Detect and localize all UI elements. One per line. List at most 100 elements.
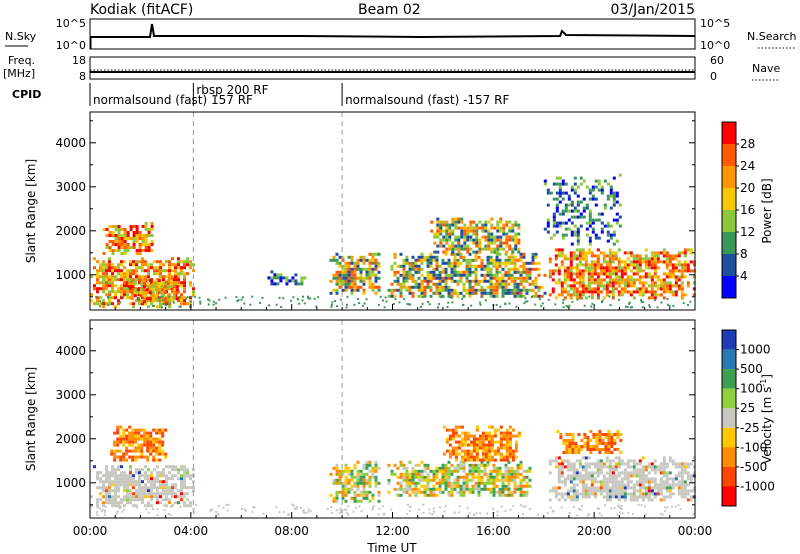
range-cell — [141, 240, 145, 243]
range-cell — [384, 296, 387, 299]
range-cell — [593, 477, 597, 481]
range-cell — [261, 296, 264, 299]
range-cell — [345, 306, 348, 309]
range-cell — [144, 474, 147, 478]
range-cell — [111, 498, 114, 502]
range-cell — [335, 463, 339, 467]
range-cell — [435, 288, 439, 292]
range-cell — [487, 443, 491, 447]
range-cell — [549, 506, 552, 509]
range-cell — [133, 288, 137, 292]
range-cell — [692, 456, 696, 460]
range-cell — [629, 306, 632, 309]
range-cell — [177, 471, 180, 475]
range-cell — [570, 200, 574, 204]
range-cell — [335, 273, 339, 277]
range-cell — [156, 299, 159, 303]
range-cell — [117, 278, 120, 282]
range-cell — [609, 194, 613, 198]
range-cell — [554, 269, 558, 273]
range-cell — [408, 264, 412, 268]
range-cell — [575, 459, 579, 463]
range-cell — [113, 455, 117, 459]
range-cell — [565, 439, 569, 442]
range-cell — [581, 254, 585, 258]
range-cell — [543, 291, 547, 295]
range-cell — [653, 480, 657, 484]
range-cell — [516, 285, 520, 289]
range-cell — [513, 294, 517, 298]
range-cell — [577, 451, 581, 454]
range-cell — [356, 472, 360, 476]
range-cell — [390, 282, 394, 286]
range-cell — [528, 469, 532, 473]
range-cell — [135, 489, 138, 493]
range-cell — [489, 481, 493, 485]
range-cell — [484, 455, 488, 459]
range-cell — [602, 278, 606, 282]
range-cell — [189, 284, 192, 288]
range-cell — [596, 459, 600, 463]
range-cell — [653, 483, 657, 487]
range-cell — [460, 443, 464, 447]
range-cell — [402, 285, 406, 289]
range-cell — [572, 462, 576, 466]
range-cell — [662, 483, 666, 487]
range-cell — [617, 293, 621, 297]
range-cell — [134, 440, 138, 444]
range-cell — [477, 279, 481, 283]
range-cell — [574, 451, 578, 454]
range-cell — [462, 255, 466, 259]
range-cell — [365, 478, 369, 482]
range-cell — [537, 267, 541, 271]
range-cell — [644, 260, 648, 264]
range-cell — [525, 490, 529, 494]
range-cell — [492, 463, 496, 467]
range-cell — [584, 483, 588, 487]
range-cell — [659, 492, 663, 496]
range-cell — [566, 465, 570, 469]
range-cell — [632, 492, 636, 496]
range-cell — [615, 239, 619, 243]
range-cell — [267, 276, 271, 280]
nsky-trace — [90, 23, 696, 39]
range-cell — [368, 481, 372, 485]
range-cell — [131, 443, 135, 447]
range-cell — [451, 229, 455, 233]
range-cell — [114, 240, 118, 243]
range-cell — [456, 270, 460, 274]
range-cell — [638, 257, 642, 261]
range-cell — [683, 492, 687, 496]
range-cell — [499, 452, 503, 456]
range-cell — [396, 487, 400, 491]
range-cell — [371, 508, 374, 511]
range-cell — [514, 232, 518, 236]
range-cell — [626, 266, 630, 270]
range-cell — [560, 492, 564, 496]
range-cell — [502, 434, 506, 438]
range-cell — [502, 229, 506, 233]
range-cell — [146, 434, 150, 438]
range-cell — [192, 263, 195, 267]
range-cell — [171, 477, 174, 481]
range-cell — [149, 437, 153, 441]
range-cell — [448, 247, 452, 251]
range-cell — [249, 303, 252, 306]
range-cell — [641, 465, 645, 469]
range-cell — [120, 296, 123, 300]
range-cell — [578, 260, 582, 264]
range-cell — [617, 263, 621, 267]
colorbar-tick-label: 8 — [740, 247, 748, 261]
range-cell — [576, 203, 580, 207]
range-cell — [590, 477, 594, 481]
range-cell — [598, 433, 602, 436]
range-cell — [338, 276, 342, 280]
range-cell — [591, 197, 595, 201]
range-cell — [426, 255, 430, 259]
range-cell — [102, 501, 105, 505]
range-cell — [620, 492, 624, 496]
range-cell — [653, 281, 657, 285]
range-cell — [102, 263, 105, 267]
range-cell — [417, 490, 421, 494]
range-cell — [511, 235, 515, 239]
